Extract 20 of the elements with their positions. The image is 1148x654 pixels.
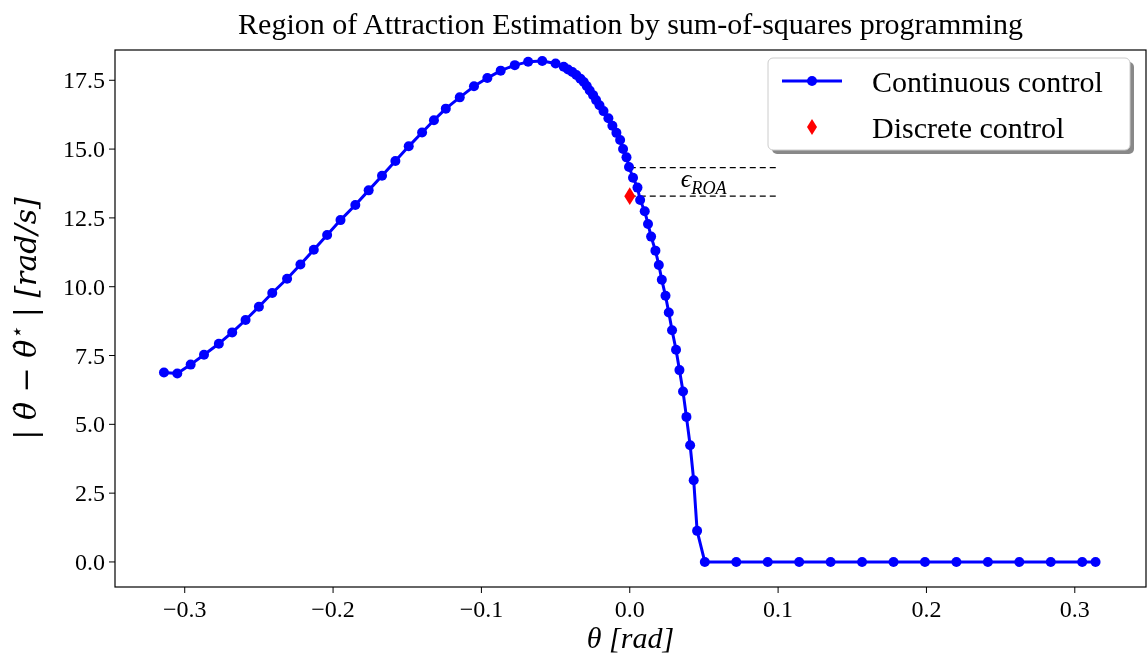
y-tick-label: 10.0 xyxy=(63,273,105,300)
y-tick-label: 0.0 xyxy=(75,548,105,575)
y-tick-label: 15.0 xyxy=(63,136,105,163)
y-tick-label: 5.0 xyxy=(75,411,105,438)
y-tick-label: 17.5 xyxy=(63,67,105,94)
legend-label: Continuous control xyxy=(872,64,1103,98)
annotation: ϵ$_{ROA}$ xyxy=(680,163,728,198)
x-axis-title: θ [rad] xyxy=(586,621,675,654)
x-tick-label: −0.1 xyxy=(459,596,504,622)
x-tick-label: 0.0 xyxy=(614,596,645,622)
y-tick-label: 7.5 xyxy=(75,342,105,369)
x-tick-label: 0.3 xyxy=(1059,596,1090,622)
chart-title: Region of Attraction Estimation by sum-of-squares programming xyxy=(238,7,1023,40)
legend-label: Discrete control xyxy=(872,110,1065,144)
x-tick-label: −0.3 xyxy=(162,596,207,622)
x-tick-label: 0.2 xyxy=(911,596,942,622)
y-tick-label: 12.5 xyxy=(63,204,105,231)
x-tick-label: 0.1 xyxy=(763,596,794,622)
x-tick-label: −0.2 xyxy=(311,596,355,622)
y-tick-label: 2.5 xyxy=(75,480,105,507)
